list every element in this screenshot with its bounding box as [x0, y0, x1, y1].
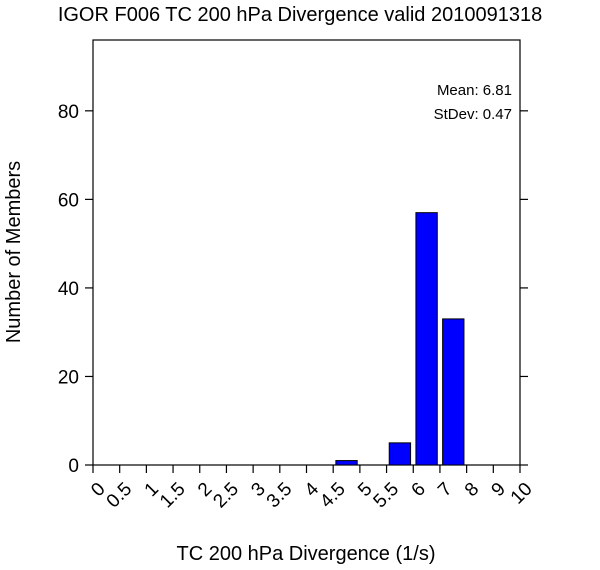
stat-mean-label: Mean: 6.81	[437, 82, 512, 99]
x-tick-label: 3.5	[263, 479, 297, 513]
bars-group	[335, 212, 465, 466]
chart-title: IGOR F006 TC 200 hPa Divergence valid 20…	[57, 4, 543, 26]
bar	[442, 318, 465, 466]
x-axis: 00.5 11.5 22.5 33.5 44.5 55.5 6 7 8 910	[87, 465, 537, 513]
x-tick-label: 10	[507, 479, 537, 509]
y-axis: 0 20 40 60 80	[58, 102, 528, 477]
x-tick-label: 8	[461, 479, 483, 501]
x-tick-label: 7	[434, 479, 456, 501]
y-axis-label: Number of Members	[3, 161, 25, 343]
bar	[388, 442, 412, 466]
x-tick-label: 9	[488, 479, 510, 501]
x-tick-label: 1.5	[156, 479, 190, 513]
y-tick-label: 40	[58, 279, 79, 300]
x-tick-label: 5.5	[370, 479, 404, 513]
bar	[335, 460, 358, 466]
stat-stdev-label: StDev: 0.47	[434, 106, 512, 123]
x-axis-label: TC 200 hPa Divergence (1/s)	[176, 543, 435, 565]
x-tick-label: 6	[408, 479, 430, 501]
y-tick-label: 60	[58, 190, 79, 211]
y-tick-label: 20	[58, 367, 79, 388]
y-tick-label: 0	[68, 456, 79, 477]
x-tick-label: 4.5	[316, 479, 350, 513]
y-tick-label: 80	[58, 102, 79, 123]
bar	[415, 212, 438, 466]
x-tick-label: 0.5	[103, 479, 137, 513]
x-tick-label: 2.5	[209, 479, 243, 513]
